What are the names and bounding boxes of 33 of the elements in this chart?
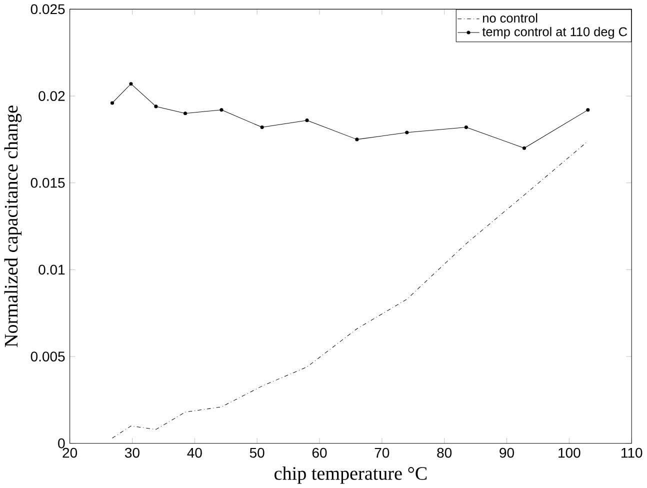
point bbox=[405, 130, 409, 134]
y-tick-label: 0.025 bbox=[30, 4, 65, 14]
point bbox=[154, 104, 158, 108]
x-tick-label: 40 bbox=[187, 448, 202, 458]
x-tick-label: 100 bbox=[558, 448, 580, 458]
x-tick-label: 80 bbox=[437, 448, 452, 458]
point bbox=[184, 112, 188, 116]
line-series bbox=[112, 140, 588, 438]
point bbox=[355, 138, 359, 142]
point bbox=[586, 108, 590, 112]
point bbox=[110, 101, 114, 105]
x-tick-label: 60 bbox=[312, 448, 327, 458]
y-tick-label: 0.02 bbox=[38, 91, 65, 101]
y-tick-label: 0.015 bbox=[30, 178, 65, 188]
x-tick-label: 50 bbox=[250, 448, 264, 458]
x-axis-title: chip temperature °C bbox=[274, 466, 427, 484]
y-axis-title: Normalized capacitance change bbox=[4, 106, 22, 347]
x-tick-label: 20 bbox=[62, 448, 78, 458]
legend-label: no control bbox=[483, 13, 538, 23]
point bbox=[220, 108, 224, 112]
y-tick-label: 0.01 bbox=[38, 264, 65, 275]
x-tick-label: 30 bbox=[124, 448, 140, 458]
y-tick-label: 0.005 bbox=[30, 352, 65, 362]
legend-label: temp control at 110 deg C bbox=[482, 26, 628, 39]
point bbox=[129, 82, 133, 86]
x-tick-label: 110 bbox=[622, 448, 642, 458]
x-tick-label: 90 bbox=[500, 448, 514, 458]
x-tick-label: 70 bbox=[374, 448, 390, 458]
point bbox=[464, 126, 468, 130]
y-tick-label: 0 bbox=[58, 438, 65, 448]
point bbox=[522, 146, 526, 150]
point bbox=[260, 126, 264, 130]
point bbox=[305, 118, 309, 122]
